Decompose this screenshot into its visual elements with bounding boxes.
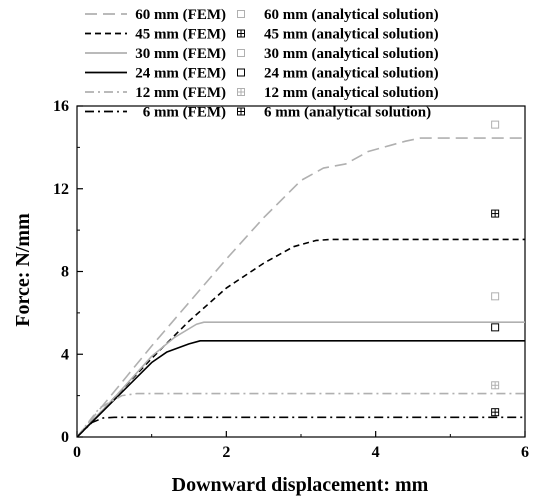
fem-series-line bbox=[76, 321, 525, 438]
analytical-point-marker bbox=[491, 209, 500, 218]
y-tick-label: 16 bbox=[53, 98, 69, 115]
fem-series-line bbox=[76, 339, 525, 438]
legend-label: 6 mm (analytical solution) bbox=[264, 105, 431, 121]
legend-label: 6 mm (FEM) bbox=[143, 105, 226, 121]
fem-series-line bbox=[76, 416, 525, 438]
legend-marker-swatch bbox=[237, 49, 245, 57]
y-tick-label: 8 bbox=[61, 264, 69, 281]
fem-series-line bbox=[76, 392, 525, 438]
legend-label: 30 mm (FEM) bbox=[135, 46, 226, 62]
analytical-point-marker bbox=[491, 292, 500, 301]
fem-series-line bbox=[76, 137, 525, 438]
analytical-point-marker bbox=[491, 323, 500, 332]
legend-marker-swatch bbox=[237, 107, 245, 116]
legend-marker-swatch bbox=[237, 88, 245, 96]
legend-label: 45 mm (FEM) bbox=[135, 27, 226, 43]
legend: 60 mm (FEM) 45 mm (FEM) 30 mm (FEM) 24 mm (… bbox=[85, 7, 439, 121]
legend-label: 60 mm (analytical solution) bbox=[264, 7, 439, 23]
y-tick-label: 0 bbox=[61, 429, 69, 446]
y-axis-ticks: 0 4 8 12 16 bbox=[53, 98, 83, 446]
analytical-point-marker bbox=[491, 381, 500, 390]
legend-marker-swatch bbox=[237, 29, 245, 38]
legend-label: 12 mm (analytical solution) bbox=[264, 85, 439, 101]
x-tick-label: 4 bbox=[372, 444, 380, 461]
legend-label: 45 mm (analytical solution) bbox=[264, 27, 439, 43]
y-tick-label: 12 bbox=[53, 181, 69, 198]
series-layer bbox=[76, 120, 525, 438]
x-tick-label: 0 bbox=[73, 444, 81, 461]
legend-label: 24 mm (FEM) bbox=[135, 66, 226, 82]
legend-label: 24 mm (analytical solution) bbox=[264, 66, 439, 82]
y-tick-label: 4 bbox=[61, 346, 69, 363]
analytical-point-marker bbox=[491, 408, 500, 417]
legend-marker-swatch bbox=[237, 68, 245, 77]
legend-label: 12 mm (FEM) bbox=[135, 85, 226, 101]
x-tick-label: 2 bbox=[222, 444, 230, 461]
legend-label: 60 mm (FEM) bbox=[135, 7, 226, 23]
analytical-point-marker bbox=[491, 120, 500, 129]
legend-marker-swatch bbox=[237, 10, 245, 18]
x-tick-label: 6 bbox=[521, 444, 529, 461]
y-axis-label: Force: N/mm bbox=[12, 213, 34, 327]
x-axis-label: Downward displacement: mm bbox=[172, 474, 429, 496]
legend-label: 30 mm (analytical solution) bbox=[264, 46, 439, 62]
